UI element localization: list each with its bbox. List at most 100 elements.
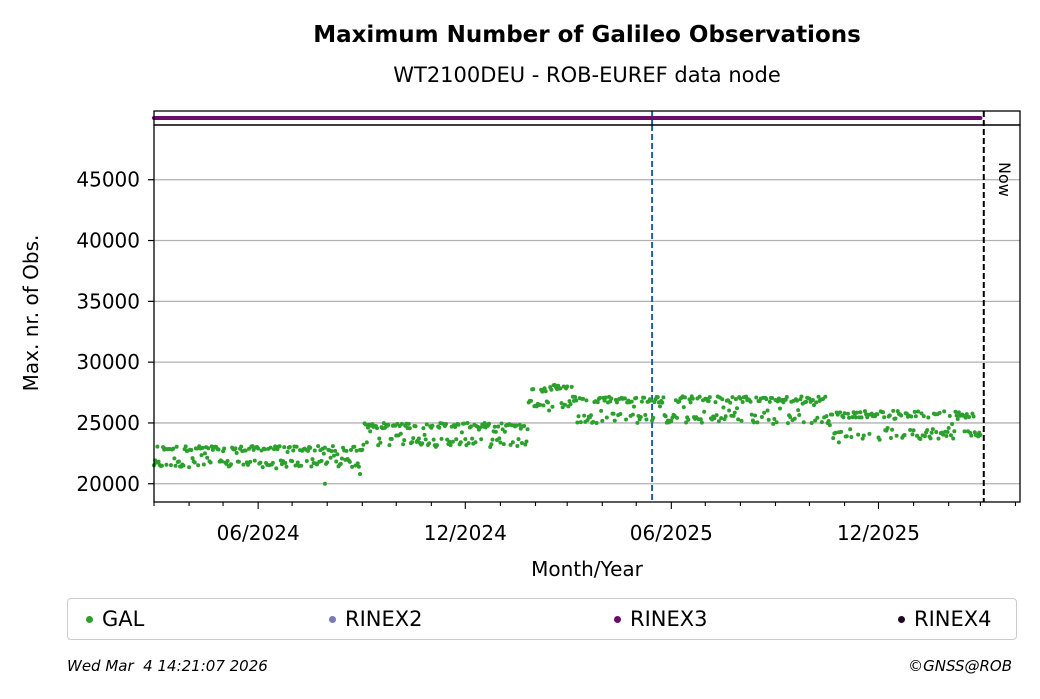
- gal-point: [189, 448, 194, 453]
- gal-point: [348, 448, 353, 453]
- chart-title: Maximum Number of Galileo Observations: [313, 22, 861, 48]
- gal-point: [293, 463, 298, 468]
- gal-point: [916, 409, 921, 414]
- gal-point: [420, 441, 425, 446]
- gal-point: [344, 448, 349, 453]
- gal-point: [519, 440, 524, 445]
- gal-point: [462, 421, 467, 426]
- gal-point: [290, 459, 295, 464]
- gal-point: [614, 400, 619, 405]
- gal-point: [887, 413, 892, 418]
- gal-point: [721, 405, 726, 410]
- gal-point: [824, 414, 829, 419]
- gal-point: [522, 424, 527, 429]
- gal-point: [912, 409, 917, 414]
- gal-point: [498, 440, 503, 445]
- gal-point: [508, 442, 513, 447]
- gal-point: [767, 399, 772, 404]
- gal-point: [470, 436, 475, 441]
- gal-point: [584, 398, 589, 403]
- gal-point: [794, 398, 799, 403]
- gal-point: [643, 413, 648, 418]
- gal-point: [361, 442, 366, 447]
- gal-point: [856, 432, 861, 437]
- gal-point: [918, 437, 923, 442]
- gal-point: [934, 429, 939, 434]
- gal-point: [502, 429, 507, 434]
- gal-point: [770, 395, 775, 400]
- gal-point: [423, 437, 428, 442]
- gal-point: [754, 395, 759, 400]
- gal-point: [661, 395, 666, 400]
- gal-point: [202, 451, 207, 456]
- gal-point: [310, 457, 315, 462]
- gal-point: [448, 443, 453, 448]
- gal-point: [387, 443, 392, 448]
- gal-point: [962, 429, 967, 434]
- gal-point: [466, 441, 471, 446]
- gal-point: [258, 460, 263, 465]
- gal-point: [411, 436, 416, 441]
- gal-point: [713, 400, 718, 405]
- gal-point: [827, 423, 832, 428]
- gal-point: [447, 439, 452, 444]
- gal-point: [674, 415, 679, 420]
- gal-point: [435, 443, 440, 448]
- gal-point: [354, 448, 359, 453]
- vertical-markers: [651, 111, 985, 502]
- gal-point: [201, 462, 206, 467]
- gal-point: [248, 459, 253, 464]
- gal-point: [699, 420, 704, 425]
- gal-point: [176, 459, 181, 464]
- gal-point: [368, 429, 373, 434]
- gal-point: [243, 448, 248, 453]
- gal-point: [585, 418, 590, 423]
- gal-point: [950, 421, 955, 426]
- gal-point: [450, 439, 455, 444]
- gal-point: [386, 422, 391, 427]
- gal-point: [734, 406, 739, 411]
- gal-point: [634, 395, 639, 400]
- gal-point: [751, 420, 756, 425]
- gal-point: [168, 463, 173, 468]
- gal-point: [946, 425, 951, 430]
- gal-point: [545, 400, 550, 405]
- gal-point: [771, 421, 776, 426]
- gal-point: [815, 415, 820, 420]
- gal-point: [919, 411, 924, 416]
- gal-point: [538, 402, 543, 407]
- gal-point: [785, 421, 790, 426]
- gal-point: [629, 399, 634, 404]
- gal-point: [575, 420, 580, 425]
- gal-point: [969, 433, 974, 438]
- y-tick-label: 20000: [76, 472, 140, 496]
- gal-point: [427, 441, 432, 446]
- gal-point: [945, 429, 950, 434]
- gridlines: [154, 179, 1020, 485]
- gal-point: [845, 411, 850, 416]
- gal-point: [573, 394, 578, 399]
- footer-timestamp: Wed Mar 4 14:21:07 2026: [67, 657, 268, 675]
- y-axis-ticks: 20000 25000 30000 35000 40000 45000: [76, 168, 154, 496]
- y-tick-label: 40000: [76, 229, 140, 253]
- gal-point: [181, 463, 186, 468]
- gal-point: [847, 415, 852, 420]
- gal-point: [948, 433, 953, 438]
- gal-point: [581, 396, 586, 401]
- gal-point: [602, 398, 607, 403]
- gal-point: [277, 444, 282, 449]
- gal-point: [501, 442, 506, 447]
- gal-point: [894, 433, 899, 438]
- gal-point: [638, 415, 643, 420]
- gal-point: [631, 404, 636, 409]
- gal-point: [541, 403, 546, 408]
- gal-point: [444, 422, 449, 427]
- gal-point: [954, 413, 959, 418]
- gal-point: [208, 460, 213, 465]
- gal-point: [885, 426, 890, 431]
- gal-point: [319, 458, 324, 463]
- gal-point: [816, 394, 821, 399]
- y-tick-label: 45000: [76, 168, 140, 192]
- gal-point: [421, 426, 426, 431]
- gal-point: [233, 446, 238, 451]
